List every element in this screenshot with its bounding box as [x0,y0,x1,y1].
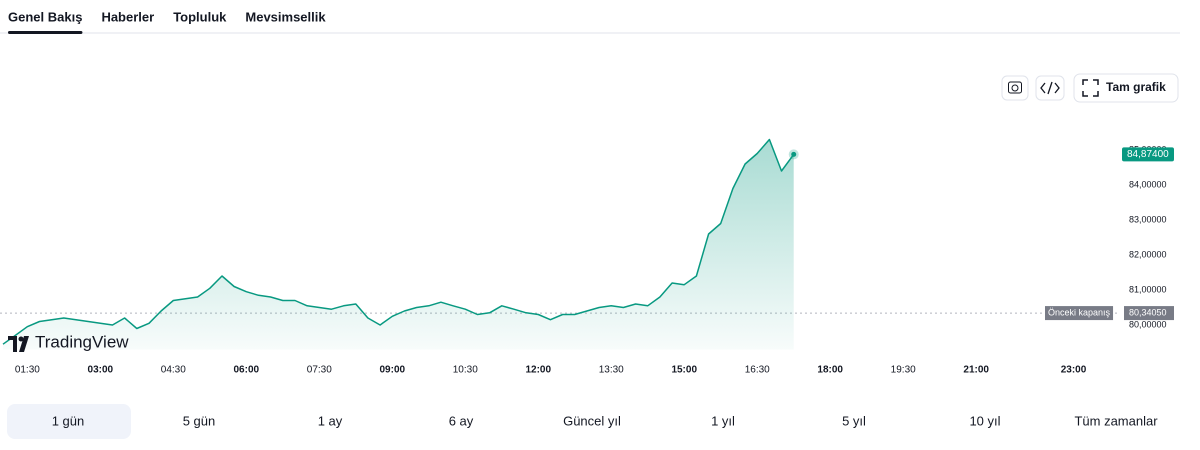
logo-text: TradingView [35,332,129,351]
range-button[interactable]: Tüm zamanlar [1074,413,1158,428]
range-button[interactable]: 6 ay [449,413,474,428]
x-tick-label: 16:30 [745,365,770,376]
x-tick-label: 04:30 [161,365,186,376]
y-tick-label: 80,00000 [1129,319,1167,329]
reference-value: 80,34050 [1129,307,1167,317]
snapshot-button[interactable] [1001,75,1029,101]
tab-bar: Genel Bakış Haberler Topluluk Mevsimsellik [8,9,326,34]
chart: 80,00000 81,00000 82,00000 83,00000 84,00000… [0,138,1174,376]
range-button[interactable]: 1 gün [52,413,85,428]
last-price-label: 84,87400 [1127,149,1169,160]
range-bar: 1 gün 5 gün 1 ay 6 ay Güncel yıl 1 yıl 5 yıl 10… [7,404,1158,439]
x-tick-label: 09:00 [379,365,405,376]
range-button[interactable]: 1 ay [318,413,343,428]
full-chart-button[interactable] [1073,73,1179,103]
toolbar: Tam grafik [1001,73,1179,103]
last-point [791,151,797,157]
price-line [2,138,795,345]
reference-value-bg [1124,306,1174,321]
last-price-bg [1122,147,1174,162]
x-tick-label: 12:00 [525,365,551,376]
camera-lens [1011,84,1019,92]
logo-dot [18,336,24,342]
x-tick-label: 13:30 [599,365,624,376]
x-tick-label: 19:30 [891,365,916,376]
camera-icon [1008,81,1022,94]
x-tick-label: 18:00 [817,365,843,376]
x-tick-label: 15:00 [671,365,697,376]
embed-button[interactable] [1035,75,1065,101]
range-button[interactable]: 5 yıl [842,413,866,428]
tab[interactable]: Mevsimsellik [245,9,326,24]
full-chart-label: Tam grafik [1106,80,1166,94]
logo: TradingView [8,332,129,352]
logo-mark [8,336,29,352]
range-button[interactable]: 5 gün [183,413,216,428]
range-selected-bg [7,404,131,439]
reference-name: Önceki kapanış [1048,307,1111,317]
price-area [3,139,794,350]
range-button[interactable]: Güncel yıl [563,413,621,428]
tab-underline [8,31,83,34]
tab[interactable]: Topluluk [173,9,227,24]
y-tick-label: 84,00000 [1129,179,1167,189]
range-button[interactable]: 10 yıl [969,413,1000,428]
reference-name-bg [1045,306,1114,321]
embed-icon [1040,81,1060,95]
x-tick-label: 21:00 [963,365,989,376]
x-tick-label: 23:00 [1061,365,1087,376]
x-tick-label: 10:30 [453,365,478,376]
x-tick-label: 07:30 [307,365,332,376]
y-tick-label: 81,00000 [1129,284,1167,294]
y-tick-label: 82,00000 [1129,249,1167,259]
fullscreen-icon [1082,79,1099,97]
x-tick-label: 03:00 [88,365,114,376]
x-tick-label: 06:00 [234,365,260,376]
y-tick-label: 83,00000 [1129,214,1167,224]
x-tick-label: 01:30 [15,365,40,376]
tab[interactable]: Genel Bakış [8,9,82,24]
range-button[interactable]: 1 yıl [711,413,735,428]
tab[interactable]: Haberler [101,9,154,24]
